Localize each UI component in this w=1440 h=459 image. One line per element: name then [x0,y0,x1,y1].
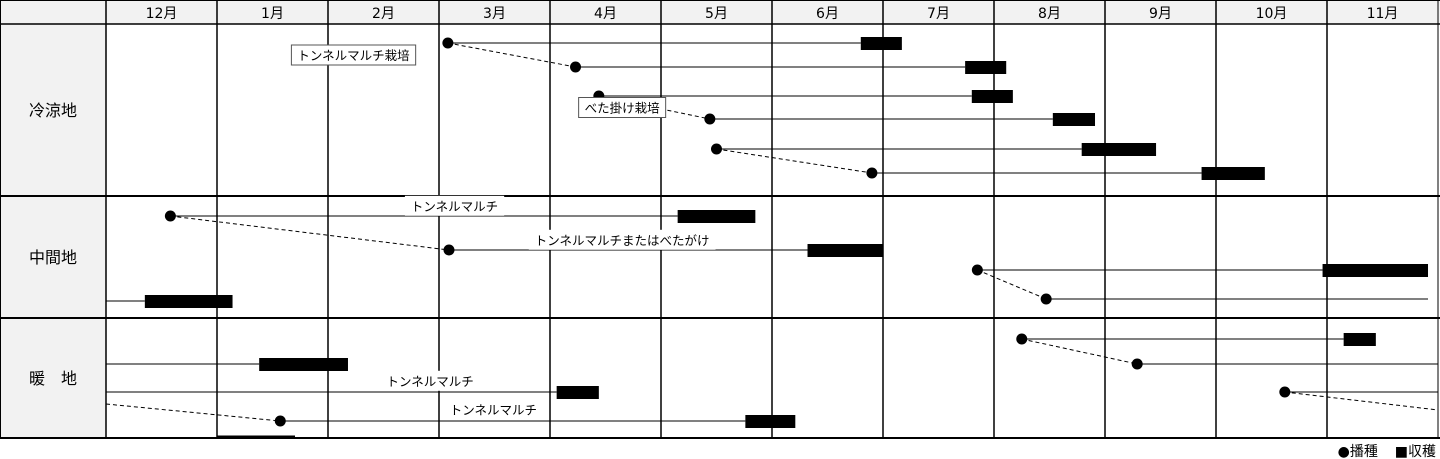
label-box [528,229,716,250]
legend-sow: ●播種 [1337,444,1378,459]
month-header: 1月 [261,6,284,22]
dashed-link [105,403,281,422]
sowing-dot [274,415,286,427]
month-header: 6月 [816,6,839,22]
cultivation-label: トンネルマルチ [450,402,537,417]
month-header: 10月 [1256,6,1288,22]
harvest-bar [745,415,796,428]
harvest-bar [965,61,1007,74]
label-box [578,97,667,118]
sowing-dot [442,37,454,49]
label-box [290,44,417,66]
sowing-dot [164,210,176,222]
label-box [404,195,505,216]
harvest-bar [259,358,348,371]
sowing-dot [971,264,983,276]
harvest-bar [860,37,902,50]
harvest-bar [807,244,883,257]
region-label: 中間地 [29,248,77,267]
region-column-bg [0,24,106,438]
region-label: 冷涼地 [29,101,77,120]
sowing-dot [1279,386,1291,398]
region-label: 暖 地 [29,369,77,388]
dashed-link [1284,391,1439,411]
dashed-link [1021,338,1138,365]
header-bg [0,0,1440,24]
label-box [380,370,480,391]
month-header: 11月 [1367,6,1399,22]
month-header: 5月 [705,6,728,22]
cultivation-label: べた掛け栽培 [585,101,660,116]
sowing-dot [443,244,455,256]
month-header: 7月 [927,6,950,22]
harvest-bar [1201,167,1265,180]
sowing-dot [1131,358,1143,370]
month-header: 8月 [1038,6,1061,22]
harvest-bar [556,386,599,399]
label-box [443,399,544,420]
harvest-bar [971,90,1013,103]
cultivation-label: トンネルマルチ [411,199,498,214]
sowing-dot [704,113,716,125]
harvest-bar [1322,264,1429,277]
harvest-bar [1052,113,1096,126]
harvest-bar [144,295,233,308]
sowing-dot [1040,293,1052,305]
dashed-link [170,215,450,251]
month-header: 9月 [1149,6,1172,22]
legend-harvest: ■収穫 [1394,444,1436,459]
month-header: 2月 [372,6,395,22]
harvest-bar [1343,333,1376,346]
legend: ●播種 ■収穫 [1338,441,1436,459]
month-header: 3月 [483,6,506,22]
dashed-link [977,269,1047,300]
month-header: 12月 [146,6,178,22]
dashed-link [447,42,576,68]
cultivation-label: トンネルマルチ栽培 [297,48,409,63]
sowing-dot [711,143,722,155]
sowing-dot [866,167,878,179]
harvest-bar [677,210,756,223]
sowing-dot [570,61,582,73]
sowing-dot [1016,333,1028,345]
month-header: 4月 [594,6,617,22]
cultivation-label: トンネルマルチまたはべたがけ [535,233,710,248]
dashed-link [716,148,872,174]
cultivation-label: トンネルマルチ [386,374,473,389]
harvest-bar [1081,143,1157,156]
